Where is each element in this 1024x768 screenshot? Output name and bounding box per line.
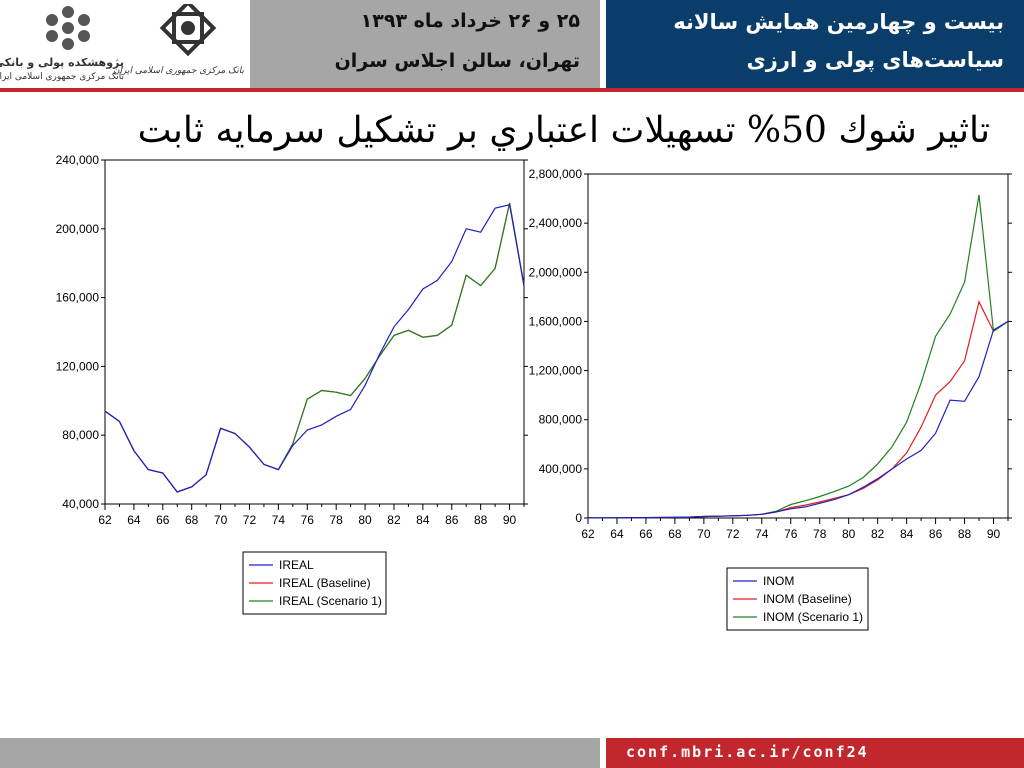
x-tick-label: 86 — [929, 527, 943, 541]
y-tick-label: 400,000 — [539, 462, 583, 476]
chart-inom: 2,800,000 2,400,000 2,000,000 1,600,000 1,20… — [529, 167, 1012, 631]
header-divider — [0, 88, 1024, 92]
slide-title: تاثير شوك 50% تسهيلات اعتباري بر تشكيل س… — [137, 110, 990, 151]
x-tick-label: 68 — [668, 527, 682, 541]
y-tick-label: 1,200,000 — [529, 364, 583, 378]
x-tick-label: 74 — [755, 527, 769, 541]
institute-emblem-icon — [46, 6, 90, 50]
x-tick-label: 70 — [214, 513, 228, 527]
series-line-0 — [588, 320, 1009, 519]
x-tick-label: 80 — [358, 513, 372, 527]
header-date-panel: ۲۵ و ۲۶ خرداد ماه ۱۳۹۳ تهران، سالن اجلاس… — [250, 0, 600, 88]
x-tick-label: 82 — [387, 513, 401, 527]
x-tick-label: 76 — [301, 513, 315, 527]
legend-label: INOM — [763, 574, 794, 588]
central-bank-name: بانک مرکزی جمهوری اسلامی ایران — [112, 66, 244, 76]
plot-frame — [587, 173, 1009, 519]
header-separator — [600, 0, 606, 88]
conference-subtitle: سیاست‌های پولی و ارزی — [746, 48, 1004, 72]
x-tick-label: 64 — [127, 513, 141, 527]
x-tick-label: 82 — [871, 527, 885, 541]
central-bank-logo: بانک مرکزی جمهوری اسلامی ایران — [112, 0, 244, 88]
institute-subtitle: بانک مرکزی جمهوری اسلامی ایران — [0, 72, 124, 82]
x-tick-label: 76 — [784, 527, 798, 541]
central-bank-emblem-icon — [159, 0, 217, 57]
charts-canvas: 240,000 200,000 160,000 120,000 80,000 40,000… — [56, 153, 1012, 631]
x-tick-label: 88 — [958, 527, 972, 541]
series-line-0 — [104, 203, 525, 493]
footer-url[interactable]: conf.mbri.ac.ir/conf24 — [626, 743, 869, 761]
x-tick-label: 66 — [639, 527, 653, 541]
y-tick-label: 240,000 — [56, 153, 100, 167]
y-tick-label: 200,000 — [56, 222, 100, 236]
x-tick-label: 70 — [697, 527, 711, 541]
x-tick-label: 72 — [243, 513, 257, 527]
y-tick-label: 160,000 — [56, 291, 100, 305]
y-tick-label: 120,000 — [56, 359, 100, 373]
y-tick-label: 40,000 — [62, 497, 99, 511]
y-tick-label: 1,600,000 — [529, 314, 583, 328]
conference-title: بیست و چهارمین همایش سالانه — [673, 10, 1004, 34]
x-tick-label: 64 — [610, 527, 624, 541]
conference-venue: تهران، سالن اجلاس سران — [334, 50, 580, 72]
series-line-2 — [104, 202, 525, 493]
x-tick-label: 62 — [581, 527, 595, 541]
legend-label: IREAL (Scenario 1) — [279, 594, 382, 608]
chart-legend: IREAL IREAL (Baseline) IREAL (Scenario 1) — [242, 551, 387, 615]
conference-date: ۲۵ و ۲۶ خرداد ماه ۱۳۹۳ — [360, 10, 580, 32]
chart-ireal: 240,000 200,000 160,000 120,000 80,000 40,000… — [56, 153, 528, 615]
series-line-1 — [104, 202, 525, 493]
x-tick-label: 72 — [726, 527, 740, 541]
footer-url-bar — [606, 738, 1024, 768]
legend-label: IREAL — [279, 558, 314, 572]
x-tick-label: 90 — [503, 513, 517, 527]
x-tick-label: 80 — [842, 527, 856, 541]
header-conference-panel: بیست و چهارمین همایش سالانه سیاست‌های پو… — [606, 0, 1024, 88]
x-tick-label: 78 — [813, 527, 827, 541]
x-tick-label: 62 — [98, 513, 112, 527]
y-tick-label: 2,000,000 — [529, 265, 583, 279]
x-tick-label: 66 — [156, 513, 170, 527]
legend-label: IREAL (Baseline) — [279, 576, 371, 590]
institute-name: پژوهشکده پولی و بانکی — [0, 56, 124, 69]
x-tick-label: 78 — [329, 513, 343, 527]
x-tick-label: 90 — [987, 527, 1001, 541]
x-tick-label: 88 — [474, 513, 488, 527]
x-tick-label: 84 — [900, 527, 914, 541]
footer-bar — [0, 738, 600, 768]
series-line-2 — [588, 194, 1009, 519]
legend-label: INOM (Baseline) — [763, 592, 852, 606]
header-logos: پژوهشکده پولی و بانکی بانک مرکزی جمهوری … — [0, 0, 250, 88]
legend-label: INOM (Scenario 1) — [763, 610, 863, 624]
y-tick-label: 2,400,000 — [529, 216, 583, 230]
x-tick-label: 86 — [445, 513, 459, 527]
y-tick-label: 2,800,000 — [529, 167, 583, 181]
plot-frame — [104, 159, 525, 505]
y-tick-label: 0 — [575, 511, 582, 525]
x-tick-label: 84 — [416, 513, 430, 527]
chart-legend: INOM INOM (Baseline) INOM (Scenario 1) — [726, 567, 869, 631]
series-line-1 — [588, 300, 1009, 519]
y-tick-label: 800,000 — [539, 413, 583, 427]
x-tick-label: 68 — [185, 513, 199, 527]
institute-logo: پژوهشکده پولی و بانکی بانک مرکزی جمهوری … — [0, 4, 124, 88]
x-tick-label: 74 — [272, 513, 286, 527]
y-tick-label: 80,000 — [62, 428, 99, 442]
slide-header: پژوهشکده پولی و بانکی بانک مرکزی جمهوری … — [0, 0, 1024, 92]
